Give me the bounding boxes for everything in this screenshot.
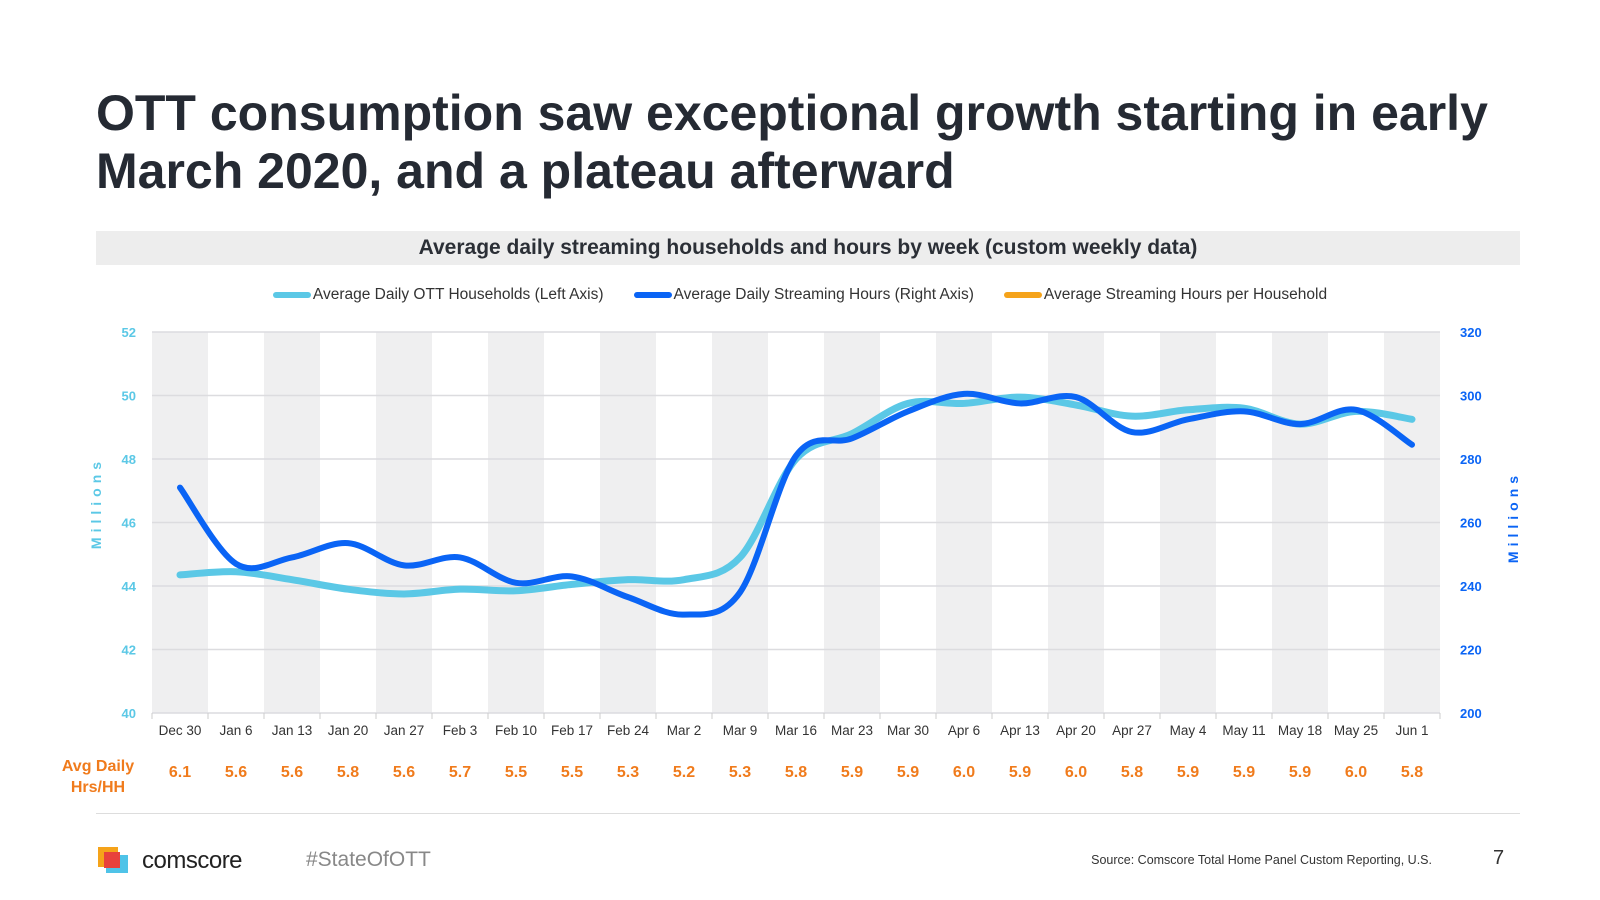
comscore-logo-icon xyxy=(98,847,128,873)
legend-item-hours: Average Daily Streaming Hours (Right Axi… xyxy=(633,286,974,304)
x-tick-label: Mar 30 xyxy=(887,723,929,738)
right-tick-label: 260 xyxy=(1460,516,1482,531)
x-tick-label: May 25 xyxy=(1334,723,1378,738)
avg-row-value: 5.9 xyxy=(1008,764,1032,781)
avg-row-value: 5.7 xyxy=(448,764,472,781)
x-tick-label: Mar 16 xyxy=(775,723,817,738)
brand-name: comscore xyxy=(142,847,243,874)
legend-swatch xyxy=(272,292,311,298)
avg-row-value: 5.8 xyxy=(1120,764,1144,781)
right-tick-label: 200 xyxy=(1460,706,1482,721)
chart-title: Average daily streaming households and h… xyxy=(96,231,1520,265)
x-tick-label: Apr 27 xyxy=(1112,723,1152,738)
avg-row-value: 5.9 xyxy=(840,764,864,781)
avg-row-value: 5.5 xyxy=(504,764,528,781)
avg-row-value: 5.9 xyxy=(1288,764,1312,781)
left-tick-label: 44 xyxy=(122,579,137,594)
avg-row-value: 5.8 xyxy=(784,764,808,781)
avg-row-label: Avg Daily Hrs/HH xyxy=(61,758,135,796)
legend-label: Average Streaming Hours per Household xyxy=(1043,286,1328,303)
left-tick-label: 48 xyxy=(122,452,136,467)
legend-item-households: Average Daily OTT Households (Left Axis) xyxy=(272,286,604,304)
source-note: Source: Comscore Total Home Panel Custom… xyxy=(1091,853,1432,867)
households-line xyxy=(176,393,1416,598)
left-tick-label: 52 xyxy=(122,325,136,340)
right-tick-label: 240 xyxy=(1460,579,1482,594)
legend-label: Average Daily Streaming Hours (Right Axi… xyxy=(673,286,974,303)
x-tick-label: Feb 24 xyxy=(607,723,650,738)
x-tick-label: Apr 20 xyxy=(1056,723,1096,738)
x-tick-label: Feb 3 xyxy=(443,723,478,738)
x-tick-label: May 11 xyxy=(1222,723,1265,738)
x-tick-label: Mar 23 xyxy=(831,723,873,738)
legend-item-hours-per-hh: Average Streaming Hours per Household xyxy=(1003,286,1328,304)
x-tick-label: Apr 13 xyxy=(1000,723,1040,738)
left-tick-label: 42 xyxy=(122,643,136,658)
right-tick-label: 320 xyxy=(1460,325,1482,340)
x-tick-label: Jun 1 xyxy=(1395,723,1428,738)
legend-swatch xyxy=(1003,292,1042,298)
divider xyxy=(96,813,1520,814)
x-tick-label: May 4 xyxy=(1170,723,1207,738)
avg-row-value: 5.3 xyxy=(728,764,752,781)
hours-line xyxy=(177,390,1415,618)
hashtag: #StateOfOTT xyxy=(306,848,431,871)
avg-row-value: 5.3 xyxy=(616,764,640,781)
left-tick-label: 46 xyxy=(122,516,136,531)
x-tick-label: Apr 6 xyxy=(948,723,980,738)
x-tick-label: Jan 20 xyxy=(328,723,369,738)
x-tick-label: Jan 13 xyxy=(272,723,313,738)
left-axis-title: Millions xyxy=(88,457,104,549)
avg-row-value: 5.9 xyxy=(1176,764,1200,781)
page-number: 7 xyxy=(1493,847,1505,869)
right-tick-label: 300 xyxy=(1460,389,1482,404)
page-title: OTT consumption saw exceptional growth s… xyxy=(96,85,1488,199)
right-axis-title: Millions xyxy=(1505,471,1521,563)
avg-row-value: 6.0 xyxy=(1064,764,1088,781)
avg-row-value: 5.6 xyxy=(224,764,248,781)
legend: Average Daily OTT Households (Left Axis)… xyxy=(0,286,1600,304)
avg-row-value: 5.2 xyxy=(672,764,696,781)
avg-row-value: 5.5 xyxy=(560,764,584,781)
x-tick-label: Mar 2 xyxy=(667,723,702,738)
right-tick-label: 280 xyxy=(1460,452,1482,467)
legend-label: Average Daily OTT Households (Left Axis) xyxy=(312,286,604,303)
legend-swatch xyxy=(633,292,672,298)
left-tick-label: 50 xyxy=(122,389,136,404)
x-tick-label: Mar 9 xyxy=(723,723,758,738)
avg-row-value: 6.0 xyxy=(1344,764,1368,781)
left-tick-label: 40 xyxy=(122,706,136,721)
x-tick-label: Jan 27 xyxy=(384,723,425,738)
x-tick-label: Dec 30 xyxy=(159,723,202,738)
avg-row-value: 5.8 xyxy=(1400,764,1424,781)
avg-row-value: 5.9 xyxy=(896,764,920,781)
right-tick-label: 220 xyxy=(1460,643,1482,658)
avg-row-value: 5.9 xyxy=(1232,764,1256,781)
avg-row-value: 5.8 xyxy=(336,764,360,781)
x-tick-label: Jan 6 xyxy=(219,723,252,738)
avg-row-value: 6.1 xyxy=(168,764,192,781)
comscore-logo: comscore xyxy=(98,847,243,875)
x-tick-label: May 18 xyxy=(1278,723,1322,738)
avg-row-value: 6.0 xyxy=(952,764,976,781)
avg-row-value: 5.6 xyxy=(280,764,304,781)
avg-row-value: 5.6 xyxy=(392,764,416,781)
x-tick-label: Feb 17 xyxy=(551,723,593,738)
x-tick-label: Feb 10 xyxy=(495,723,537,738)
